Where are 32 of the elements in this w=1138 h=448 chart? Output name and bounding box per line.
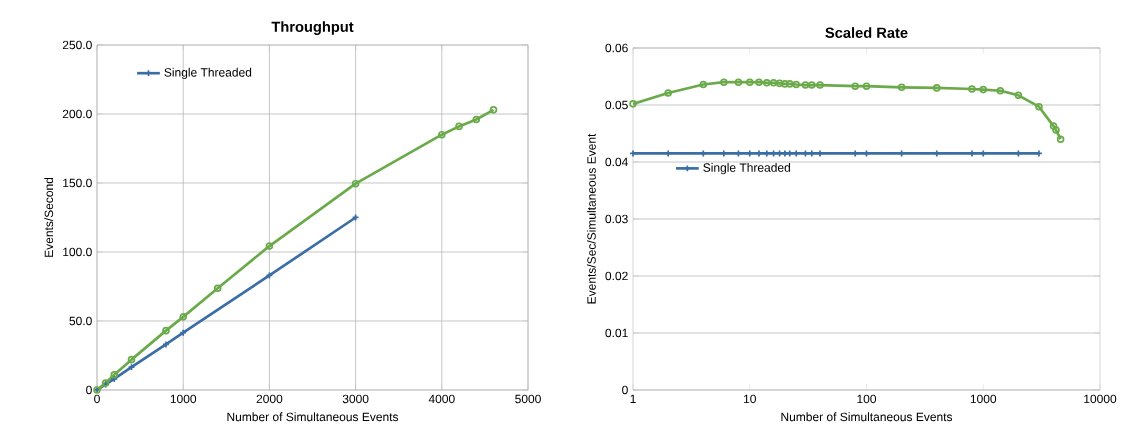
y-tick-label: 0.02: [605, 271, 628, 281]
legend-label: Single Threaded: [164, 67, 252, 80]
y-tick-label: 0.05: [605, 100, 628, 110]
x-tick-label: 5000: [515, 394, 541, 404]
x-tick-label: 2000: [256, 394, 283, 404]
x-tick-label: 10: [744, 394, 756, 404]
x-tick-label: 1000: [970, 394, 997, 404]
y-tick-label: 0.06: [605, 43, 628, 53]
legend-label: Single Threaded: [703, 163, 790, 175]
y-tick-label: 250.0: [62, 40, 92, 50]
x-tick-label: 1000: [170, 394, 197, 404]
x-tick-label: 0: [94, 394, 100, 404]
y-tick-label: 0.04: [605, 157, 628, 167]
y-axis-title: Events/Sec/Simultaneous Event: [586, 133, 596, 304]
chart-title: Throughput: [271, 21, 354, 35]
y-tick-label: 0: [86, 385, 92, 395]
y-tick-label: 100.0: [63, 247, 92, 257]
y-tick-label: 200.0: [62, 109, 92, 119]
y-tick-label: 50.0: [69, 316, 92, 326]
y-tick-label: 0.03: [605, 214, 628, 224]
x-tick-label: 4000: [428, 394, 455, 404]
y-tick-label: 0.01: [605, 328, 628, 338]
x-tick-label: 100: [857, 394, 877, 404]
y-axis-title: Events/Second: [44, 177, 54, 257]
y-tick-label: 150.0: [63, 178, 92, 188]
x-tick-label: 1: [630, 394, 636, 403]
x-axis-title: Number of Simultaneous Events: [781, 412, 953, 422]
x-tick-label: 3000: [342, 394, 369, 404]
y-tick-label: 0: [622, 385, 628, 395]
x-axis-title: Number of Simultaneous Events: [227, 412, 399, 422]
x-tick-label: 10000: [1084, 394, 1117, 404]
chart-title: Scaled Rate: [825, 27, 908, 38]
